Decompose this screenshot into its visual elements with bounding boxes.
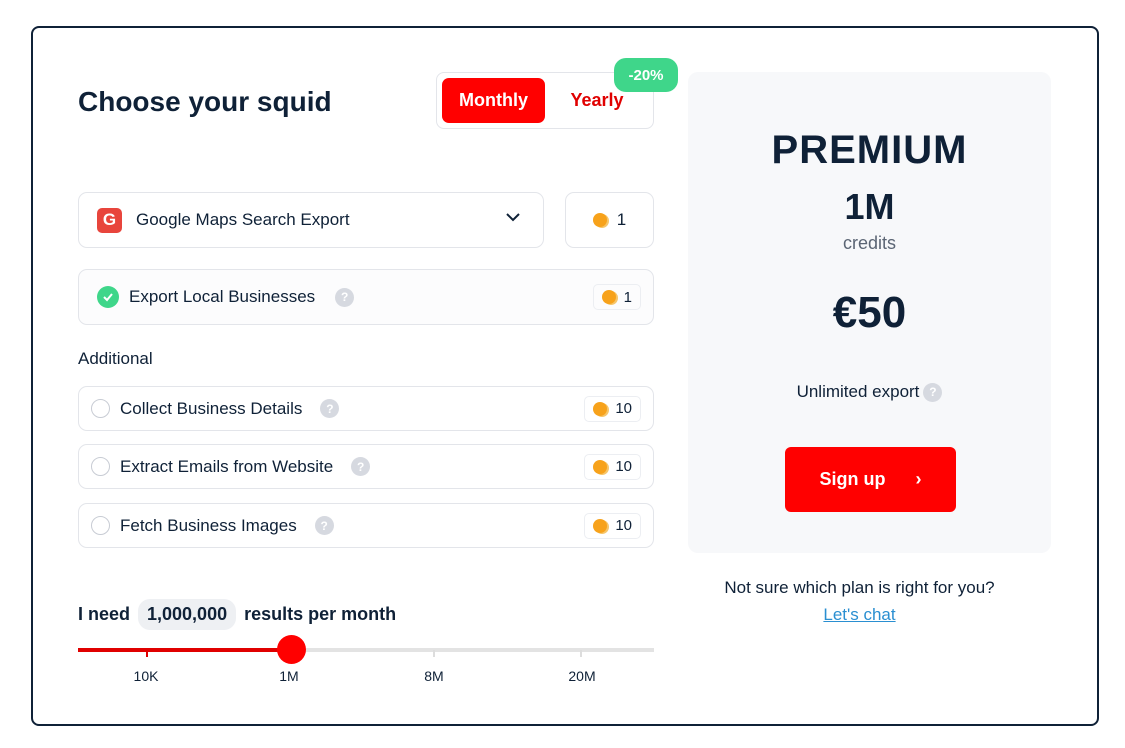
credits-chip: 10 bbox=[584, 395, 641, 422]
credits-chip: 1 bbox=[592, 284, 641, 310]
google-g-icon: G bbox=[97, 207, 122, 233]
plan-price: €50 bbox=[832, 288, 907, 337]
results-value[interactable]: 1,000,000 bbox=[138, 599, 237, 630]
slider-tick-label[interactable]: 20M bbox=[568, 668, 596, 684]
plan-name: PREMIUM bbox=[771, 128, 968, 172]
slider-fill bbox=[78, 648, 291, 652]
credits-chip: 10 bbox=[584, 453, 641, 480]
discount-badge: -20% bbox=[614, 58, 678, 92]
checkbox[interactable] bbox=[91, 516, 110, 535]
page-title: Choose your squid bbox=[78, 86, 332, 117]
yearly-button[interactable]: Yearly bbox=[552, 78, 642, 123]
coin-icon bbox=[593, 518, 608, 533]
monthly-button[interactable]: Monthly bbox=[442, 78, 545, 123]
slider-tick-label[interactable]: 8M bbox=[424, 668, 444, 684]
addon-option[interactable]: Extract Emails from Website ? 10 bbox=[78, 444, 654, 489]
check-circle-icon bbox=[97, 286, 119, 308]
product-select[interactable]: G Google Maps Search Export bbox=[78, 192, 544, 248]
help-icon[interactable]: ? bbox=[335, 287, 355, 307]
chevron-right-icon: › bbox=[915, 469, 922, 489]
credits-label: credits bbox=[842, 233, 896, 253]
addon-option[interactable]: Fetch Business Images ? 10 bbox=[78, 503, 654, 548]
slider-tick bbox=[433, 650, 435, 657]
plan-credits: 1M bbox=[844, 186, 895, 227]
lets-chat-link[interactable]: Let's chat bbox=[823, 605, 896, 624]
slider-tick bbox=[146, 650, 148, 657]
slider-tick bbox=[580, 650, 582, 657]
help-text: Not sure which plan is right for you? bbox=[724, 578, 995, 597]
product-name: Google Maps Search Export bbox=[136, 210, 350, 229]
coin-icon bbox=[593, 401, 608, 416]
help-icon[interactable]: ? bbox=[320, 399, 340, 418]
slider-handle[interactable] bbox=[277, 635, 306, 664]
checkbox[interactable] bbox=[91, 399, 110, 418]
results-sentence: I need 1,000,000 results per month bbox=[78, 599, 396, 630]
sign-up-button[interactable]: Sign up › bbox=[785, 447, 956, 512]
slider-tick-label[interactable]: 10K bbox=[133, 668, 159, 684]
checkbox[interactable] bbox=[91, 457, 110, 476]
help-icon[interactable]: ? bbox=[351, 457, 371, 476]
help-icon[interactable]: ? bbox=[923, 382, 943, 402]
coin-icon bbox=[593, 459, 608, 474]
base-option: Export Local Businesses ? 1 bbox=[78, 269, 654, 325]
billing-toggle bbox=[436, 72, 654, 129]
pricing-card bbox=[31, 26, 1099, 726]
slider-tick-label[interactable]: 1M bbox=[279, 668, 299, 684]
coin-icon bbox=[592, 213, 607, 227]
chevron-down-icon bbox=[505, 209, 521, 230]
plan-feature: Unlimited export? bbox=[688, 382, 1051, 402]
help-icon[interactable]: ? bbox=[314, 516, 334, 535]
product-credits: 1 bbox=[565, 192, 654, 248]
coin-icon bbox=[601, 290, 616, 304]
slider-track[interactable] bbox=[78, 648, 654, 652]
credits-chip: 10 bbox=[584, 512, 641, 539]
additional-label: Additional bbox=[78, 349, 153, 368]
addon-option[interactable]: Collect Business Details ? 10 bbox=[78, 386, 654, 431]
